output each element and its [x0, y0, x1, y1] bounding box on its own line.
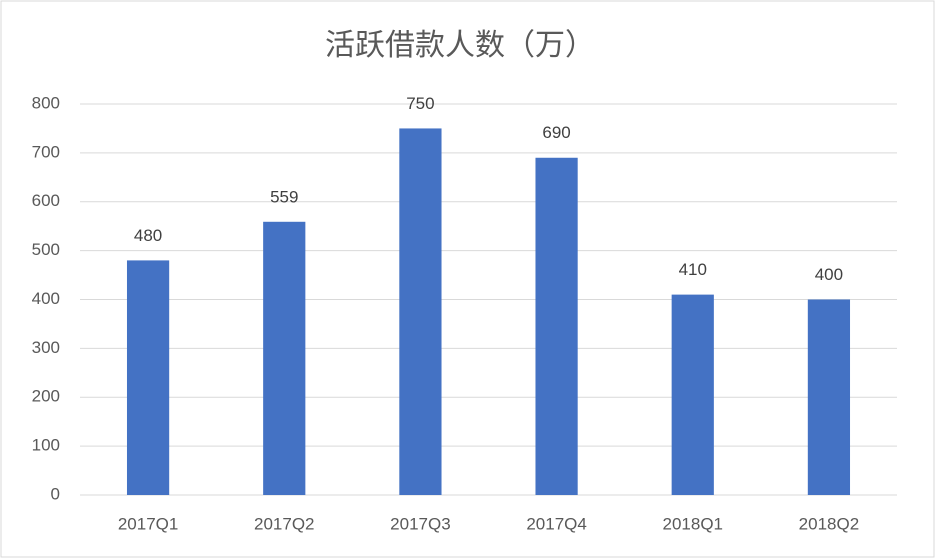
bar [399, 128, 442, 495]
bar [807, 299, 851, 495]
bar [535, 157, 578, 495]
x-tick-label: 2018Q2 [799, 514, 860, 533]
data-label: 400 [815, 265, 843, 284]
y-tick-label: 300 [32, 338, 60, 357]
data-label: 559 [270, 187, 298, 206]
data-label: 750 [406, 94, 434, 113]
y-tick-label: 400 [32, 289, 60, 308]
y-tick-label: 600 [32, 191, 60, 210]
y-tick-label: 500 [32, 240, 60, 259]
y-tick-label: 0 [51, 484, 60, 503]
bar [671, 294, 714, 495]
y-tick-label: 800 [32, 93, 60, 112]
chart-title: 活跃借款人数（万） [325, 29, 595, 62]
x-tick-label: 2017Q2 [254, 514, 315, 533]
x-tick-label: 2017Q4 [526, 514, 587, 533]
bar [126, 260, 170, 495]
bar [263, 221, 306, 495]
data-label: 410 [679, 260, 707, 279]
data-label: 480 [134, 226, 162, 245]
y-tick-label: 200 [32, 387, 60, 406]
data-label: 690 [542, 123, 570, 142]
x-tick-label: 2017Q3 [390, 514, 451, 533]
y-tick-label: 100 [32, 436, 60, 455]
x-tick-label: 2017Q1 [118, 514, 179, 533]
y-tick-label: 700 [32, 142, 60, 161]
x-tick-label: 2018Q1 [663, 514, 724, 533]
